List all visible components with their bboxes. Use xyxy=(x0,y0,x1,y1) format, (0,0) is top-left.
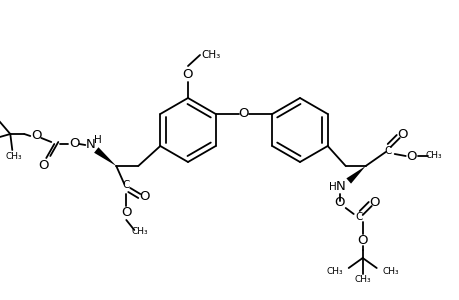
Text: O: O xyxy=(369,196,379,208)
Text: O: O xyxy=(31,128,41,142)
Text: CH₃: CH₃ xyxy=(325,266,342,275)
Text: CH₃: CH₃ xyxy=(425,151,441,160)
Text: O: O xyxy=(139,190,149,203)
Text: CH₃: CH₃ xyxy=(132,227,148,236)
Text: O: O xyxy=(238,106,249,119)
Text: CH₃: CH₃ xyxy=(201,50,220,60)
Polygon shape xyxy=(94,147,116,166)
Text: C: C xyxy=(123,180,130,190)
Text: H: H xyxy=(94,135,102,145)
Text: C: C xyxy=(354,212,362,222)
Text: N: N xyxy=(85,137,95,151)
Text: O: O xyxy=(182,68,193,80)
Text: CH₃: CH₃ xyxy=(6,152,22,160)
Text: O: O xyxy=(334,196,344,209)
Text: C: C xyxy=(383,146,391,156)
Polygon shape xyxy=(346,166,365,184)
Text: O: O xyxy=(357,233,367,247)
Text: O: O xyxy=(406,149,416,163)
Text: O: O xyxy=(121,206,131,220)
Text: O: O xyxy=(397,128,407,140)
Text: O: O xyxy=(38,158,49,172)
Text: O: O xyxy=(69,136,79,149)
Text: CH₃: CH₃ xyxy=(382,266,398,275)
Text: N: N xyxy=(335,181,345,194)
Text: H: H xyxy=(328,182,336,192)
Text: CH₃: CH₃ xyxy=(353,275,370,284)
